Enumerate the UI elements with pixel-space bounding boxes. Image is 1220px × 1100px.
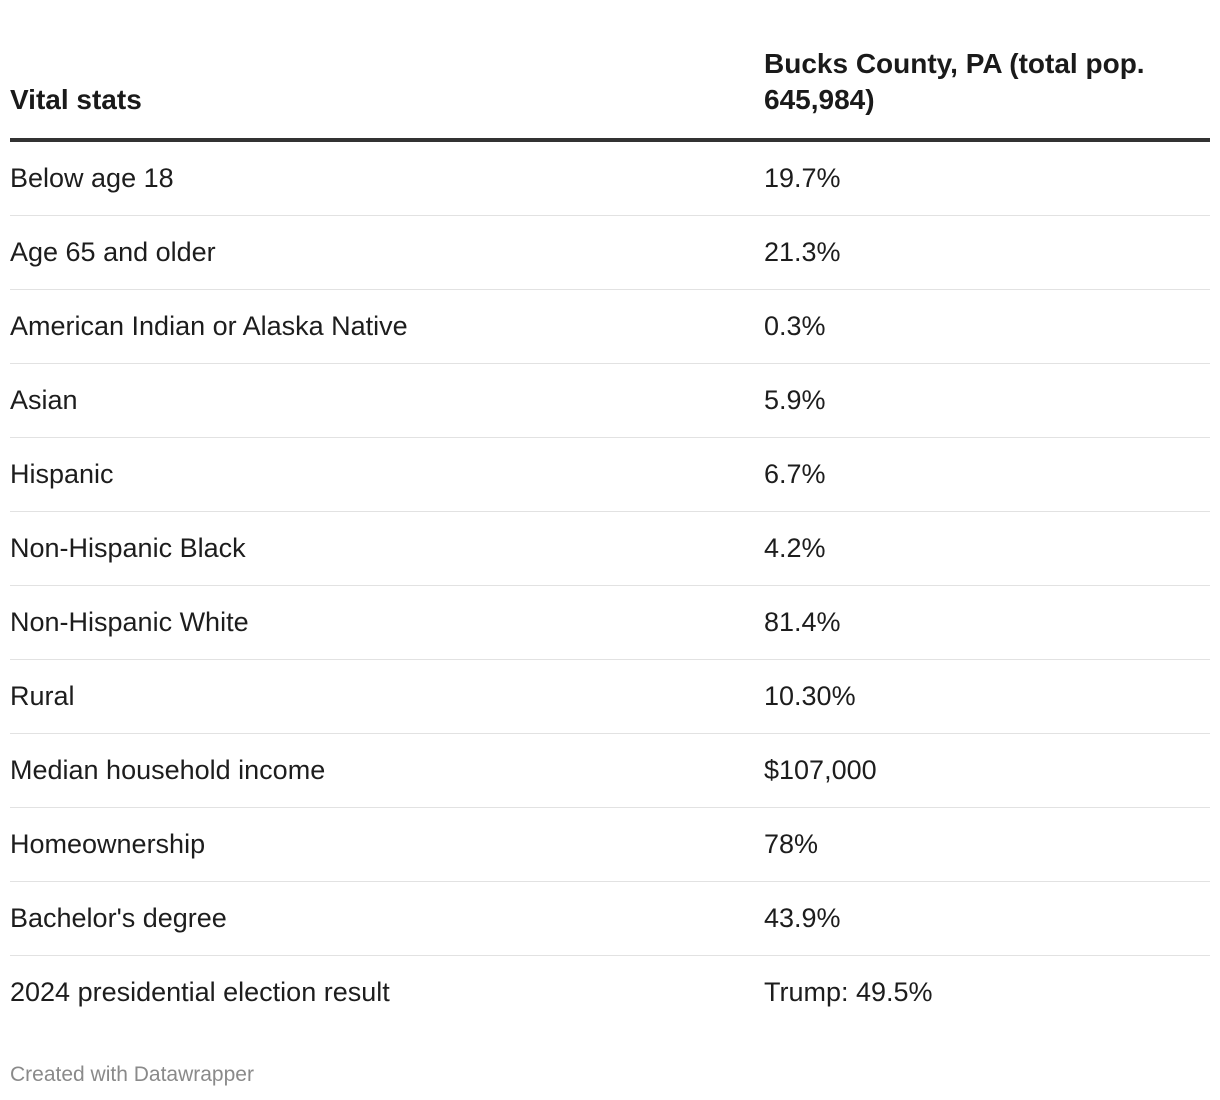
table-row: Asian 5.9% <box>10 363 1210 438</box>
row-value-cell: 6.7% <box>764 437 1210 512</box>
row-value-cell: 78% <box>764 807 1210 882</box>
row-value-cell: 10.30% <box>764 659 1210 734</box>
row-value-cell: 4.2% <box>764 511 1210 586</box>
table-row: Homeownership 78% <box>10 807 1210 882</box>
table-row: Below age 18 19.7% <box>10 140 1210 216</box>
row-label-cell: Below age 18 <box>10 140 764 216</box>
stats-table-container: Vital stats Bucks County, PA (total pop.… <box>10 40 1210 1029</box>
row-label-cell: Non-Hispanic Black <box>10 511 764 586</box>
column-header-vital-stats: Vital stats <box>10 40 764 142</box>
row-value-cell: 81.4% <box>764 585 1210 660</box>
row-value-cell: Trump: 49.5% <box>764 977 933 1007</box>
header-row: Vital stats Bucks County, PA (total pop.… <box>10 40 1210 142</box>
table-row: American Indian or Alaska Native 0.3% <box>10 289 1210 364</box>
table-row: Age 65 and older 21.3% <box>10 215 1210 290</box>
row-label-cell: Median household income <box>10 733 764 808</box>
row-label-cell: 2024 presidential election result <box>10 977 390 1007</box>
row-label-cell: Non-Hispanic White <box>10 585 764 660</box>
row-value-cell: 43.9% <box>764 881 1210 956</box>
row-label-cell: American Indian or Alaska Native <box>10 289 764 364</box>
row-value-cell: 5.9% <box>764 363 1210 438</box>
row-value-cell: 21.3% <box>764 215 1210 290</box>
row-label-cell: Hispanic <box>10 437 764 512</box>
row-label-cell: Homeownership <box>10 807 764 882</box>
footer-credit: Created with Datawrapper <box>10 1063 254 1086</box>
row-value-cell: 19.7% <box>764 140 1210 216</box>
table-row: Median household income $107,000 <box>10 733 1210 808</box>
table-body: Below age 18 19.7% Age 65 and older 21.3% Am… <box>10 140 1210 1029</box>
table-row: Non-Hispanic White 81.4% <box>10 585 1210 660</box>
row-label-cell: Age 65 and older <box>10 215 764 290</box>
row-value-cell: 0.3% <box>764 289 1210 364</box>
table-row: Non-Hispanic Black 4.2% <box>10 511 1210 586</box>
table-row: 2024 presidential election result Trump: … <box>10 956 1210 1030</box>
column-header-county: Bucks County, PA (total pop. 645,984) <box>764 40 1210 142</box>
table-row: Hispanic 6.7% <box>10 437 1210 512</box>
table-row: Bachelor's degree 43.9% <box>10 881 1210 956</box>
table-header: Vital stats Bucks County, PA (total pop.… <box>10 40 1210 142</box>
row-label-cell: Rural <box>10 659 764 734</box>
row-label-cell: Asian <box>10 363 764 438</box>
row-label-cell: Bachelor's degree <box>10 881 764 956</box>
table-row: Rural 10.30% <box>10 659 1210 734</box>
stats-table: Vital stats Bucks County, PA (total pop.… <box>10 40 1210 1029</box>
row-value-cell: $107,000 <box>764 733 1210 808</box>
